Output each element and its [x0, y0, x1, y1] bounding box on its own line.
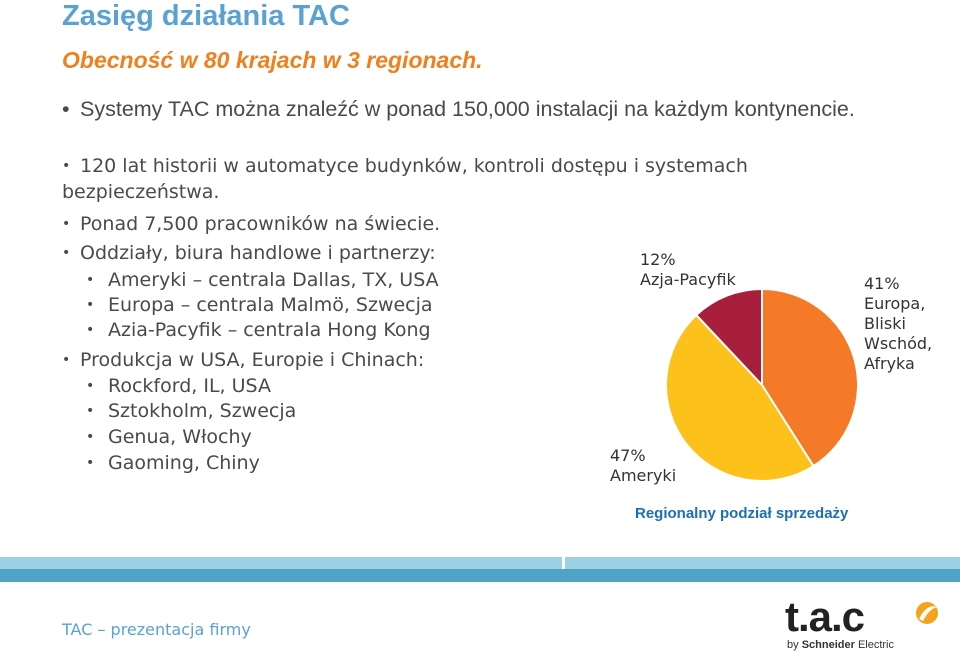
pie-label-apac: 12% Azja-Pacyfik: [640, 250, 736, 290]
pie-label-line: Ameryki: [610, 466, 677, 485]
bullet-history: • 120 lat historii w automatyce budynków,…: [62, 153, 862, 205]
pie-label-pct: 12%: [640, 250, 676, 269]
bullet-text: Systemy TAC można znaleźć w ponad 150,00…: [80, 97, 855, 121]
bullet-dot: •: [86, 455, 95, 471]
pie-label-line: Europa,: [864, 294, 926, 313]
bullet-text: Oddziały, biura handlowe i partnerzy:: [80, 242, 436, 264]
sub-item-text: Genua, Włochy: [108, 426, 252, 448]
bullet-dot: •: [86, 272, 95, 288]
bullet-dot: •: [86, 429, 95, 445]
pie-slice-americas: [665, 313, 815, 482]
footer-band-light: [0, 557, 960, 569]
sub-item-text: Europa – centrala Malmö, Szwecja: [108, 294, 433, 316]
bullet-dot: •: [62, 352, 71, 368]
bullet-offices: • Oddziały, biura handlowe i partnerzy:: [62, 240, 862, 266]
footer-caption: TAC – prezentacja firmy: [62, 620, 251, 639]
sub-item-americas: • Ameryki – centrala Dallas, TX, USA: [86, 267, 439, 293]
sub-item-apac: • Azia-Pacyfik – centrala Hong Kong: [86, 317, 431, 343]
footer-band-dark: [0, 569, 960, 582]
bullet-dot: •: [62, 97, 70, 121]
footer-band-divider: [562, 557, 565, 569]
sub-item-text: Gaoming, Chiny: [108, 452, 260, 474]
bullet-dot: •: [86, 403, 95, 419]
sub-item-stockholm: • Sztokholm, Szwecja: [86, 398, 296, 424]
sub-item-rockford: • Rockford, IL, USA: [86, 373, 271, 399]
sub-item-text: Sztokholm, Szwecja: [108, 400, 297, 422]
bullet-dot: •: [62, 216, 71, 232]
pie-label-line: Afryka: [864, 354, 915, 373]
logo-swoosh-icon: [916, 602, 938, 624]
pie-label-line: Azja-Pacyfik: [640, 270, 736, 289]
bullet-text: Produkcja w USA, Europie i Chinach:: [80, 349, 425, 371]
sub-item-text: Ameryki – centrala Dallas, TX, USA: [108, 269, 439, 291]
logo-brand2: Electric: [857, 639, 894, 651]
sub-item-genoa: • Genua, Włochy: [86, 424, 252, 450]
tac-logo: t.a.c by Schneider Electric: [785, 595, 945, 653]
page-subtitle: Obecność w 80 krajach w 3 regionach.: [62, 47, 483, 73]
pie-label-pct: 41%: [864, 274, 900, 293]
bullet-dot: •: [86, 378, 95, 394]
logo-brand: Schneider: [801, 639, 855, 651]
bullet-dot: •: [86, 297, 95, 313]
bullet-text: Ponad 7,500 pracowników na świecie.: [80, 213, 441, 235]
logo-tagline: by Schneider Electric: [787, 639, 894, 651]
logo-wordmark: t.a.c: [785, 593, 865, 640]
sub-item-text: Azia-Pacyfik – centrala Hong Kong: [108, 319, 431, 341]
bullet-dot: •: [62, 158, 71, 174]
pie-label-line: Wschód,: [864, 334, 933, 353]
page-title: Zasięg działania TAC: [62, 0, 350, 32]
bullet-employees: • Ponad 7,500 pracowników na świecie.: [62, 211, 862, 237]
sub-item-text: Rockford, IL, USA: [108, 375, 271, 397]
pie-label-americas: 47% Ameryki: [610, 446, 676, 486]
bullet-installations: • Systemy TAC można znaleźć w ponad 150,0…: [62, 95, 862, 124]
bullet-dot: •: [62, 245, 71, 261]
bullet-production: • Produkcja w USA, Europie i Chinach:: [62, 347, 862, 373]
pie-slice-emea: [761, 287, 859, 468]
sub-item-europe: • Europa – centrala Malmö, Szwecja: [86, 292, 433, 318]
pie-label-pct: 47%: [610, 446, 646, 465]
sub-item-gaoming: • Gaoming, Chiny: [86, 450, 260, 476]
chart-title: Regionalny podział sprzedaży: [635, 505, 849, 522]
pie-label-line: Bliski: [864, 314, 906, 333]
pie-label-emea: 41% Europa, Bliski Wschód, Afryka: [864, 274, 932, 374]
bullet-dot: •: [86, 322, 95, 338]
bullet-text: 120 lat historii w automatyce budynków, …: [62, 155, 748, 203]
logo-by: by: [787, 639, 799, 651]
